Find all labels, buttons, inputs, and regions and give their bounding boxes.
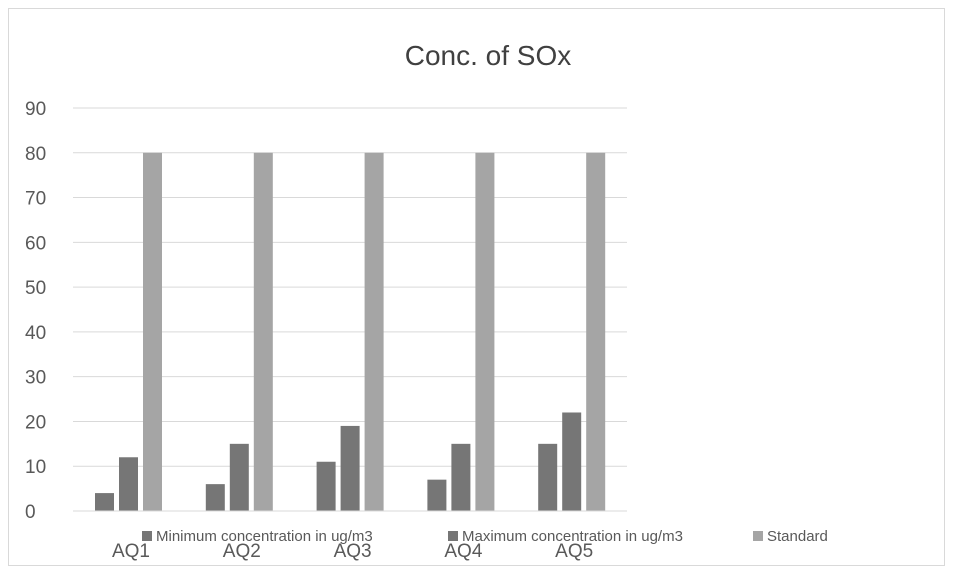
y-tick-label: 90 [25,99,46,120]
bar [475,152,495,511]
y-tick-label: 50 [25,278,46,299]
bar [340,425,360,511]
y-tick-label: 20 [25,412,46,433]
x-category-label: AQ5 [555,541,593,562]
bar [586,152,606,511]
y-tick-label: 40 [25,323,46,344]
legend-label: Maximum concentration in ug/m3 [462,528,683,545]
legend-swatch [448,531,458,541]
y-tick-label: 30 [25,368,46,389]
legend-swatch [142,531,152,541]
y-tick-label: 70 [25,189,46,210]
bar [253,152,273,511]
y-tick-label: 80 [25,144,46,165]
x-category-label: AQ2 [223,541,261,562]
x-axis-categories: AQ1 AQ2 AQ3 AQ4 AQ5 [112,541,593,562]
bar [205,484,225,511]
bars [95,152,606,511]
bar [562,412,582,511]
chart-title: Conc. of SOx [405,40,572,71]
gridlines [73,107,627,467]
x-category-label: AQ4 [444,541,482,562]
chart-area: Conc. of SOx 0 10 20 30 40 50 60 70 80 90 AQ1 AQ2 A… [8,8,945,566]
bar [316,461,336,511]
bar [143,152,162,511]
y-tick-label: 0 [25,502,36,523]
y-axis-ticks: 0 10 20 30 40 50 60 70 80 90 [25,99,46,523]
legend-swatch [753,531,763,541]
bar [95,493,114,511]
x-category-label: AQ1 [112,541,150,562]
legend-label: Minimum concentration in ug/m3 [156,528,373,545]
x-category-label: AQ3 [334,541,372,562]
bar [538,443,558,511]
bar [119,457,138,511]
y-tick-label: 60 [25,233,46,254]
legend: Minimum concentration in ug/m3 Maximum co… [142,528,828,545]
bar [229,443,249,511]
bar [451,443,471,511]
legend-label: Standard [767,528,828,545]
bar [427,479,447,511]
bar [364,152,384,511]
y-tick-label: 10 [25,457,46,478]
